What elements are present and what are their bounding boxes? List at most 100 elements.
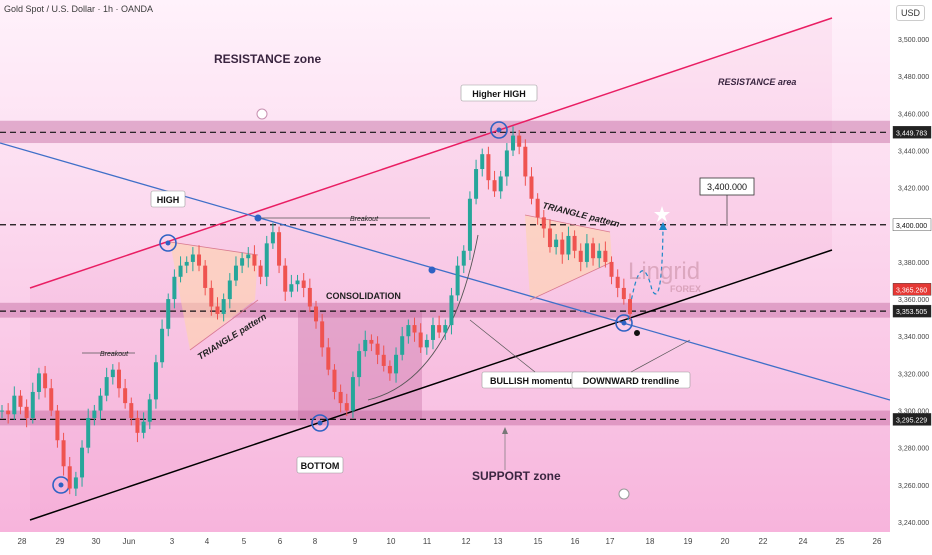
candle-body[interactable] bbox=[73, 477, 78, 489]
candle-body[interactable] bbox=[80, 447, 85, 478]
candle-body[interactable] bbox=[18, 395, 23, 407]
candle-body[interactable] bbox=[412, 325, 417, 333]
higher-high-circle[interactable] bbox=[490, 121, 508, 139]
candle-body[interactable] bbox=[511, 135, 516, 151]
candle-body[interactable] bbox=[203, 265, 208, 288]
candle-body[interactable] bbox=[572, 235, 577, 251]
candle-body[interactable] bbox=[209, 287, 214, 307]
candle-body[interactable] bbox=[295, 280, 300, 285]
candle-body[interactable] bbox=[338, 391, 343, 404]
candle-body[interactable] bbox=[603, 250, 608, 262]
candle-body[interactable] bbox=[437, 325, 442, 333]
candle-body[interactable] bbox=[326, 347, 331, 370]
candle-body[interactable] bbox=[61, 440, 66, 467]
candle-body[interactable] bbox=[578, 250, 583, 262]
candle-body[interactable] bbox=[547, 228, 552, 248]
candle-body[interactable] bbox=[283, 265, 288, 292]
candle-body[interactable] bbox=[227, 280, 232, 300]
candle-body[interactable] bbox=[123, 388, 128, 404]
candle-body[interactable] bbox=[406, 325, 411, 337]
candle-body[interactable] bbox=[289, 284, 294, 292]
candle-body[interactable] bbox=[277, 232, 282, 266]
candle-body[interactable] bbox=[350, 377, 355, 411]
candle-body[interactable] bbox=[141, 421, 146, 433]
candle-body[interactable] bbox=[252, 254, 257, 266]
candle-body[interactable] bbox=[233, 265, 238, 281]
candle-body[interactable] bbox=[492, 180, 497, 192]
candle-body[interactable] bbox=[116, 369, 121, 389]
candle-body[interactable] bbox=[400, 336, 405, 355]
candle-body[interactable] bbox=[424, 339, 429, 348]
candle-body[interactable] bbox=[86, 417, 91, 448]
candle-body[interactable] bbox=[320, 321, 325, 348]
candle-body[interactable] bbox=[480, 154, 485, 170]
bottom-circle[interactable] bbox=[311, 414, 329, 432]
candle-body[interactable] bbox=[314, 306, 318, 322]
candle-body[interactable] bbox=[621, 287, 626, 300]
candle-body[interactable] bbox=[197, 254, 202, 266]
candle-body[interactable] bbox=[246, 254, 251, 259]
candle-body[interactable] bbox=[418, 332, 423, 348]
candle-body[interactable] bbox=[591, 243, 596, 259]
candle-body[interactable] bbox=[270, 232, 275, 244]
candle-body[interactable] bbox=[166, 299, 171, 329]
candle-body[interactable] bbox=[307, 287, 312, 307]
candle-body[interactable] bbox=[455, 265, 460, 296]
candle-body[interactable] bbox=[449, 295, 454, 326]
candle-body[interactable] bbox=[147, 399, 152, 422]
candle-body[interactable] bbox=[135, 417, 140, 433]
touch-circle[interactable] bbox=[615, 314, 633, 332]
candle-body[interactable] bbox=[615, 276, 620, 288]
candle-body[interactable] bbox=[24, 406, 29, 418]
candle-body[interactable] bbox=[560, 239, 565, 255]
candle-body[interactable] bbox=[529, 176, 534, 199]
candle-body[interactable] bbox=[628, 299, 632, 314]
info-icon[interactable] bbox=[256, 108, 268, 120]
candle-body[interactable] bbox=[541, 217, 546, 229]
candle-body[interactable] bbox=[363, 339, 368, 352]
candle-body[interactable] bbox=[49, 388, 54, 411]
candle-body[interactable] bbox=[6, 410, 11, 415]
candle-body[interactable] bbox=[486, 154, 491, 181]
candle-body[interactable] bbox=[264, 243, 269, 277]
candle-body[interactable] bbox=[394, 354, 399, 374]
candle-body[interactable] bbox=[215, 306, 220, 314]
candle-body[interactable] bbox=[12, 395, 17, 415]
candle-body[interactable] bbox=[178, 265, 183, 277]
flash-icon[interactable] bbox=[618, 488, 630, 500]
candle-body[interactable] bbox=[369, 339, 374, 344]
candle-body[interactable] bbox=[30, 391, 35, 418]
candle-body[interactable] bbox=[301, 280, 306, 288]
candle-body[interactable] bbox=[535, 198, 540, 218]
candle-body[interactable] bbox=[67, 466, 72, 489]
candle-body[interactable] bbox=[375, 343, 380, 355]
candle-body[interactable] bbox=[104, 377, 109, 396]
candle-body[interactable] bbox=[517, 135, 522, 147]
candle-body[interactable] bbox=[36, 373, 41, 392]
candle-body[interactable] bbox=[357, 351, 362, 378]
candle-body[interactable] bbox=[0, 410, 4, 412]
candle-body[interactable] bbox=[387, 365, 392, 374]
candle-body[interactable] bbox=[258, 265, 263, 277]
candle-body[interactable] bbox=[172, 276, 177, 300]
candle-body[interactable] bbox=[554, 239, 559, 248]
time-axis-background[interactable] bbox=[0, 532, 890, 550]
candle-body[interactable] bbox=[523, 146, 528, 177]
candle-body[interactable] bbox=[443, 325, 448, 333]
candle-body[interactable] bbox=[184, 261, 189, 266]
candle-body[interactable] bbox=[240, 258, 245, 266]
candle-body[interactable] bbox=[498, 176, 503, 192]
candle-body[interactable] bbox=[430, 325, 435, 340]
candle-body[interactable] bbox=[461, 250, 466, 266]
candle-body[interactable] bbox=[110, 369, 115, 378]
candle-body[interactable] bbox=[55, 410, 60, 441]
candle-body[interactable] bbox=[597, 250, 602, 259]
candle-body[interactable] bbox=[160, 328, 165, 363]
candle-body[interactable] bbox=[566, 235, 571, 255]
candle-body[interactable] bbox=[43, 373, 48, 389]
candle-body[interactable] bbox=[153, 362, 158, 400]
candle-body[interactable] bbox=[332, 369, 337, 392]
candle-body[interactable] bbox=[98, 395, 103, 411]
price-axis-background[interactable] bbox=[890, 0, 932, 550]
